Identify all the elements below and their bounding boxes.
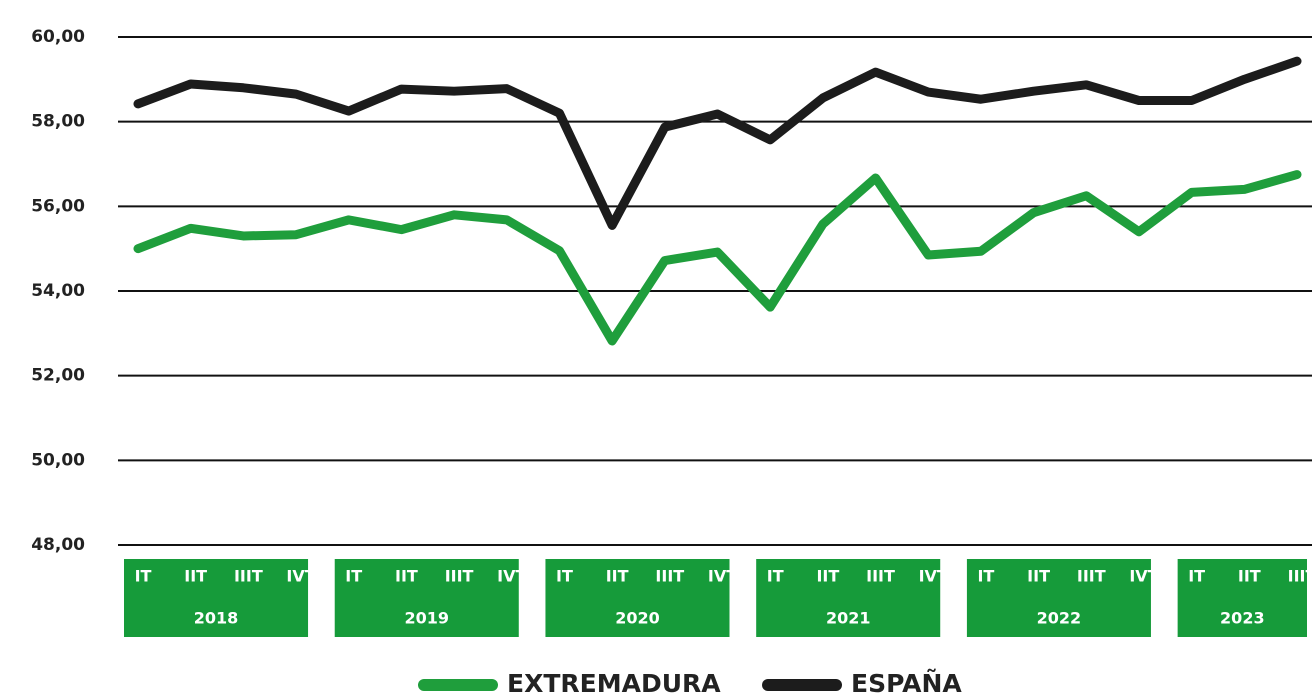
legend-label: ESPAÑA [851,669,962,695]
year-label: 2023 [1220,609,1265,628]
y-tick-label: 48,00 [31,535,85,555]
x-tick-label: IIIT [445,567,474,586]
x-tick-label: IVT [286,567,315,586]
year-box [334,559,519,637]
year-box [1177,559,1307,637]
x-tick-label: IIT [1238,567,1261,586]
x-tick-label: IVT [919,567,948,586]
x-tick-label: IIT [606,567,629,586]
x-tick-label: IIT [395,567,418,586]
x-tick-label: IT [556,567,573,586]
x-tick-label: IVT [497,567,526,586]
legend-label: EXTREMADURA [507,669,721,695]
x-tick-label: IT [767,567,784,586]
year-label: 2018 [194,609,239,628]
x-tick-label: IVT [708,567,737,586]
y-tick-label: 58,00 [31,112,85,132]
x-tick-label: IT [135,567,152,586]
y-tick-label: 60,00 [31,27,85,47]
year-label: 2020 [615,609,660,628]
x-tick-label: IIIT [234,567,263,586]
x-tick-label: IIIT [1288,567,1312,586]
year-label: 2019 [404,609,449,628]
x-tick-label: IVT [1129,567,1158,586]
year-box [124,559,309,637]
y-tick-label: 50,00 [31,450,85,470]
x-tick-label: IT [1188,567,1205,586]
year-box [966,559,1151,637]
x-tick-label: IIT [184,567,207,586]
y-tick-label: 56,00 [31,196,85,216]
y-tick-label: 54,00 [31,281,85,301]
x-tick-label: IIT [1027,567,1050,586]
series-line [133,170,1302,346]
x-tick-label: IIIT [866,567,895,586]
year-label: 2021 [826,609,871,628]
year-label: 2022 [1037,609,1082,628]
x-tick-label: IT [345,567,362,586]
x-tick-label: IIIT [655,567,684,586]
year-box [545,559,730,637]
x-tick-label: IIT [816,567,839,586]
series-line [133,56,1302,230]
y-tick-label: 52,00 [31,366,85,386]
x-tick-label: IIIT [1077,567,1106,586]
year-box [756,559,941,637]
x-tick-label: IT [977,567,994,586]
